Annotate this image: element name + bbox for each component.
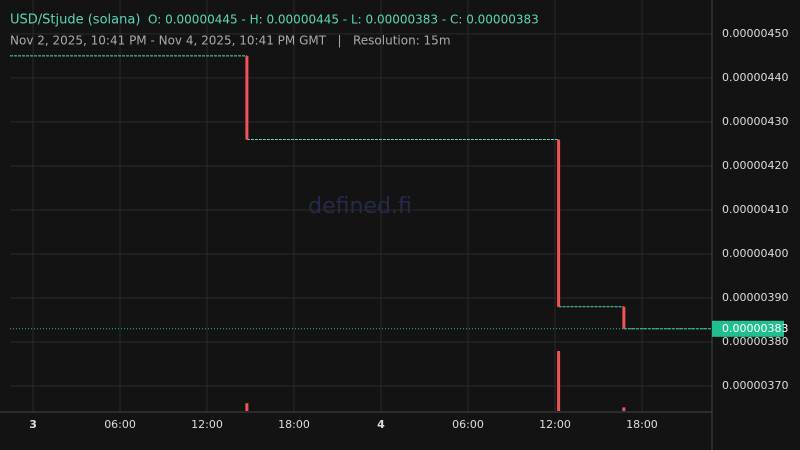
- x-tick-label: 4: [377, 418, 385, 431]
- grid: [10, 0, 712, 412]
- x-tick-label: 18:00: [626, 418, 658, 431]
- candle-body: [245, 55, 249, 140]
- y-tick-label: 0.00000390: [722, 291, 788, 304]
- y-tick-label: 0.00000440: [722, 71, 788, 84]
- volume-bar: [622, 407, 626, 411]
- y-tick-label: 0.00000370: [722, 379, 788, 392]
- last-price-label: 0.00000383: [722, 322, 788, 335]
- candle-body: [557, 139, 561, 307]
- x-tick-label: 3: [29, 418, 37, 431]
- marks: [10, 55, 712, 411]
- subtitle: Nov 2, 2025, 10:41 PM - Nov 4, 2025, 10:…: [10, 34, 451, 48]
- y-tick-label: 0.00000420: [722, 159, 788, 172]
- x-tick-label: 18:00: [278, 418, 310, 431]
- y-tick-label: 0.00000380: [722, 335, 788, 348]
- y-tick-label: 0.00000450: [722, 27, 788, 40]
- candle-body: [622, 306, 626, 329]
- x-tick-label: 06:00: [104, 418, 136, 431]
- x-tick-label: 12:00: [191, 418, 223, 431]
- volume-bar: [557, 351, 561, 411]
- y-tick-label: 0.00000410: [722, 203, 788, 216]
- x-tick-label: 06:00: [452, 418, 484, 431]
- watermark: defined.fi: [308, 194, 412, 219]
- y-tick-label: 0.00000430: [722, 115, 788, 128]
- last-price-box: [712, 320, 784, 337]
- x-tick-label: 12:00: [539, 418, 571, 431]
- ohlc-readout: O: 0.00000445 - H: 0.00000445 - L: 0.000…: [148, 13, 539, 27]
- volume-bar: [245, 403, 249, 411]
- y-tick-label: 0.00000400: [722, 247, 788, 260]
- labels: 0.00000370 0.00000380 0.00000390 0.00000400…: [29, 27, 788, 431]
- chart-title: USD/Stjude (solana): [10, 13, 140, 28]
